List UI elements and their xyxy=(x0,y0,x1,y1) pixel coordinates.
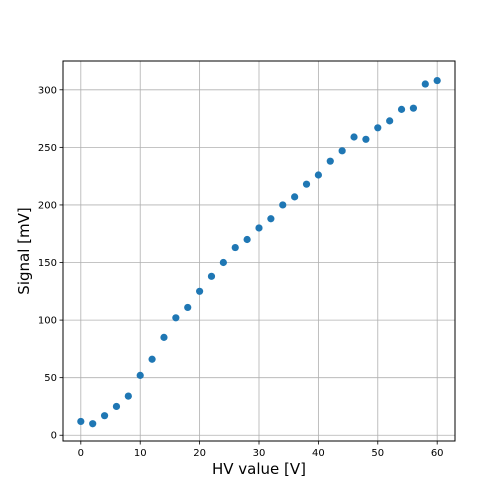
data-points xyxy=(77,76,441,428)
data-point xyxy=(184,303,192,312)
x-tick-label: 30 xyxy=(253,448,266,459)
data-point xyxy=(279,201,287,209)
data-point xyxy=(291,193,299,201)
data-point xyxy=(148,355,156,363)
data-point xyxy=(302,180,311,188)
data-point xyxy=(362,135,370,143)
x-tick-label: 20 xyxy=(193,448,206,459)
y-axis-label: Signal [mV] xyxy=(15,207,33,294)
data-point xyxy=(397,105,406,113)
data-point xyxy=(433,76,441,85)
data-point xyxy=(196,287,204,295)
y-tick-label: 300 xyxy=(38,85,57,96)
data-point xyxy=(409,104,418,112)
data-point xyxy=(172,314,180,322)
x-tick-label: 40 xyxy=(312,448,325,459)
data-point xyxy=(267,215,275,223)
data-point xyxy=(243,235,251,244)
data-point xyxy=(231,243,239,252)
data-point xyxy=(386,117,394,125)
data-point xyxy=(338,147,346,155)
y-tick-label: 0 xyxy=(51,431,57,442)
y-tick-label: 250 xyxy=(38,143,57,154)
data-point xyxy=(100,412,109,420)
axis-ticks: 0 10 20 30 40 50 60 0 50 100 150 200 250 300 xyxy=(38,85,444,459)
data-point xyxy=(136,371,144,379)
x-tick-label: 60 xyxy=(431,448,444,459)
data-point xyxy=(219,258,227,267)
data-point xyxy=(124,392,132,400)
x-tick-label: 50 xyxy=(371,448,384,459)
data-point xyxy=(350,133,358,141)
x-tick-label: 0 xyxy=(78,448,84,459)
y-tick-label: 200 xyxy=(38,200,57,211)
data-point xyxy=(112,402,121,411)
data-point xyxy=(207,272,216,280)
y-tick-label: 50 xyxy=(44,373,57,384)
data-point xyxy=(255,224,263,232)
data-point xyxy=(89,420,97,428)
data-point xyxy=(314,171,322,179)
y-tick-label: 100 xyxy=(38,316,57,327)
y-tick-label: 150 xyxy=(38,258,57,269)
data-point xyxy=(374,124,382,132)
data-point xyxy=(421,80,429,88)
x-axis-label: HV value [V] xyxy=(212,460,306,478)
x-tick-label: 10 xyxy=(134,448,147,459)
data-point xyxy=(160,333,168,341)
data-point xyxy=(326,157,334,165)
data-point xyxy=(77,417,85,426)
